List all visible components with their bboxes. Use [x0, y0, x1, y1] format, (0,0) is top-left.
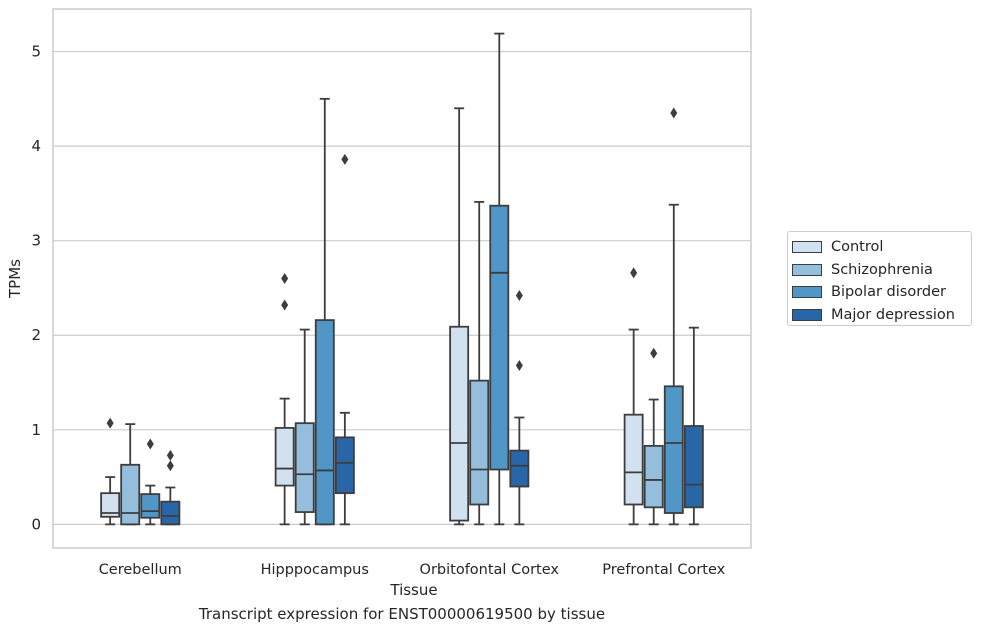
legend-swatch-control — [792, 241, 822, 254]
y-axis-label: TPMs — [6, 259, 24, 299]
outlier-bipolar-disorder-prefrontal-cortex-0 — [670, 107, 678, 119]
outlier-schizophrenia-prefrontal-cortex-0 — [650, 347, 658, 359]
legend-label-schizophrenia: Schizophrenia — [831, 261, 933, 278]
x-tick-label-prefrontal-cortex: Prefrontal Cortex — [602, 562, 725, 578]
x-tick-label-hipppocampus: Hipppocampus — [261, 562, 369, 578]
box-bipolar-disorder-orbitofontal-cortex — [489, 204, 510, 471]
box-major-depression-hipppocampus — [334, 436, 355, 495]
box-bipolar-disorder-hipppocampus — [314, 319, 335, 526]
legend-item-schizophrenia: Schizophrenia — [792, 259, 971, 282]
y-tick-label-4: 4 — [31, 137, 41, 155]
x-axis-label: Tissue — [389, 581, 437, 599]
box-schizophrenia-orbitofontal-cortex — [469, 379, 490, 506]
legend-label-bipolar-disorder: Bipolar disorder — [831, 284, 946, 301]
legend-item-major-depression: Major depression — [792, 304, 971, 327]
box-control-orbitofontal-cortex — [449, 325, 470, 522]
outlier-major-depression-orbitofontal-cortex-1 — [515, 290, 523, 302]
outlier-control-cerebellum-0 — [106, 417, 114, 429]
y-tick-label-5: 5 — [31, 43, 41, 61]
chart-caption: Transcript expression for ENST0000061950… — [198, 605, 606, 623]
box-control-cerebellum — [100, 492, 121, 518]
legend-swatch-major-depression — [792, 308, 822, 321]
box-major-depression-cerebellum — [160, 500, 181, 526]
outlier-major-depression-orbitofontal-cortex-0 — [515, 359, 523, 371]
outlier-control-hipppocampus-0 — [281, 299, 289, 311]
box-schizophrenia-hipppocampus — [294, 422, 315, 513]
outlier-control-prefrontal-cortex-0 — [630, 267, 638, 279]
y-tick-label-2: 2 — [31, 326, 41, 344]
legend-label-major-depression: Major depression — [831, 306, 955, 323]
box-major-depression-prefrontal-cortex — [683, 425, 704, 509]
outlier-control-hipppocampus-1 — [281, 273, 289, 284]
y-tick-label-0: 0 — [31, 515, 41, 533]
box-control-hipppocampus — [274, 427, 295, 487]
outlier-bipolar-disorder-cerebellum-0 — [146, 438, 154, 450]
y-tick-label-1: 1 — [31, 421, 41, 439]
plot-frame — [52, 8, 752, 549]
x-tick-label-orbitofontal-cortex: Orbitofontal Cortex — [420, 562, 560, 578]
legend: Control Schizophrenia Bipolar disorder M… — [787, 231, 972, 326]
y-tick-label-3: 3 — [31, 232, 41, 250]
outlier-major-depression-cerebellum-1 — [166, 449, 174, 461]
box-bipolar-disorder-prefrontal-cortex — [663, 385, 684, 514]
box-control-prefrontal-cortex — [623, 413, 644, 506]
outlier-major-depression-cerebellum-0 — [166, 460, 174, 472]
x-tick-label-cerebellum: Cerebellum — [99, 562, 182, 578]
box-schizophrenia-prefrontal-cortex — [643, 444, 664, 509]
outlier-major-depression-hipppocampus-0 — [341, 153, 349, 165]
legend-item-control: Control — [792, 236, 971, 259]
box-bipolar-disorder-cerebellum — [140, 493, 161, 519]
box-schizophrenia-cerebellum — [120, 463, 141, 526]
legend-swatch-bipolar-disorder — [792, 286, 822, 299]
legend-swatch-schizophrenia — [792, 263, 822, 276]
legend-item-bipolar-disorder: Bipolar disorder — [792, 281, 971, 304]
legend-label-control: Control — [831, 239, 884, 256]
box-major-depression-orbitofontal-cortex — [509, 449, 530, 488]
